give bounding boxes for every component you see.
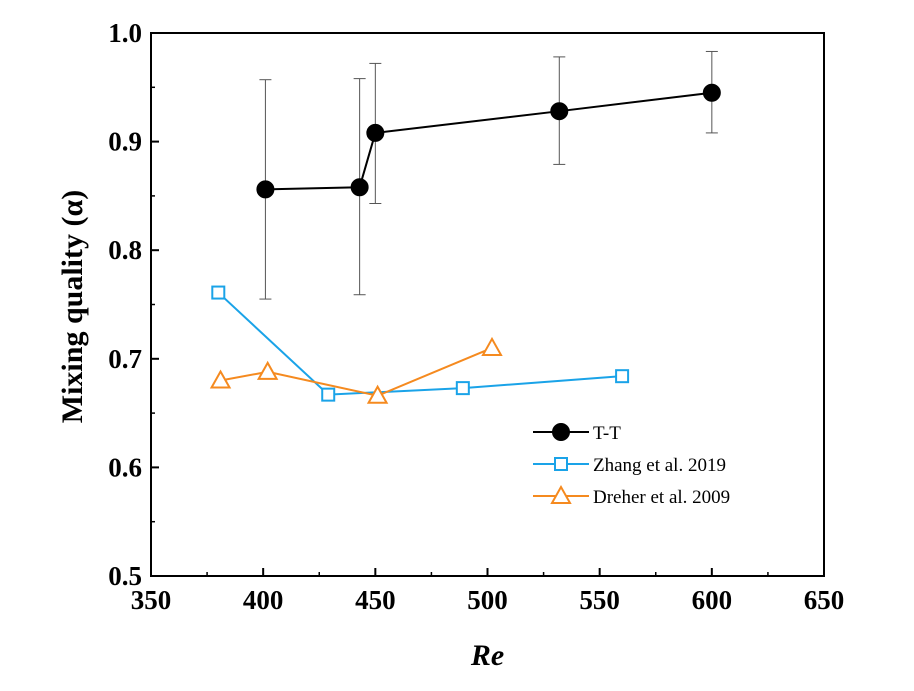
y-axis-title: Mixing quality (α) [56, 190, 89, 423]
series-line [220, 347, 493, 397]
series-line [265, 91, 712, 191]
x-tick-label: 450 [355, 585, 396, 615]
series-line-layer [217, 91, 712, 397]
x-axis-title: Re [470, 639, 504, 672]
x-tick-label: 400 [243, 585, 284, 615]
legend: T-T Zhang et al. 2019 Dreher et al. 2009 [533, 423, 730, 508]
y-tick-label: 0.7 [108, 344, 142, 374]
legend-marker [554, 457, 568, 471]
y-tick-label: 0.5 [108, 561, 142, 591]
legend-label: Zhang et al. 2019 [593, 455, 726, 476]
data-point [209, 369, 232, 389]
x-tick-label: 550 [579, 585, 620, 615]
y-tick-label: 0.6 [108, 452, 142, 482]
tick-layer: 350 400 450 500 550 600 650 0.5 0.6 0.7 0.8 0.9 1.0 [108, 18, 844, 615]
legend-marker [552, 423, 570, 441]
marker-layer [209, 83, 721, 404]
data-point [615, 369, 630, 384]
data-point [366, 123, 385, 142]
data-point [350, 178, 369, 197]
data-point [455, 381, 470, 396]
legend-label: Dreher et al. 2009 [593, 487, 730, 508]
x-tick-label: 600 [692, 585, 733, 615]
legend-marker [550, 484, 572, 504]
y-tick-label: 0.9 [108, 127, 142, 157]
x-tick-label: 650 [804, 585, 845, 615]
legend-label: T-T [593, 423, 621, 444]
data-point [256, 180, 275, 199]
x-tick-label: 350 [131, 585, 172, 615]
data-point [481, 336, 503, 356]
data-point [211, 285, 226, 300]
data-point [366, 384, 389, 404]
y-tick-label: 0.8 [108, 235, 142, 265]
errorbar-layer [259, 50, 718, 300]
data-point [550, 102, 569, 121]
data-point [256, 360, 279, 380]
y-tick-label: 1.0 [108, 18, 142, 48]
x-tick-label: 500 [467, 585, 508, 615]
series-line [217, 291, 623, 396]
data-point [321, 387, 336, 402]
data-point [702, 83, 721, 102]
